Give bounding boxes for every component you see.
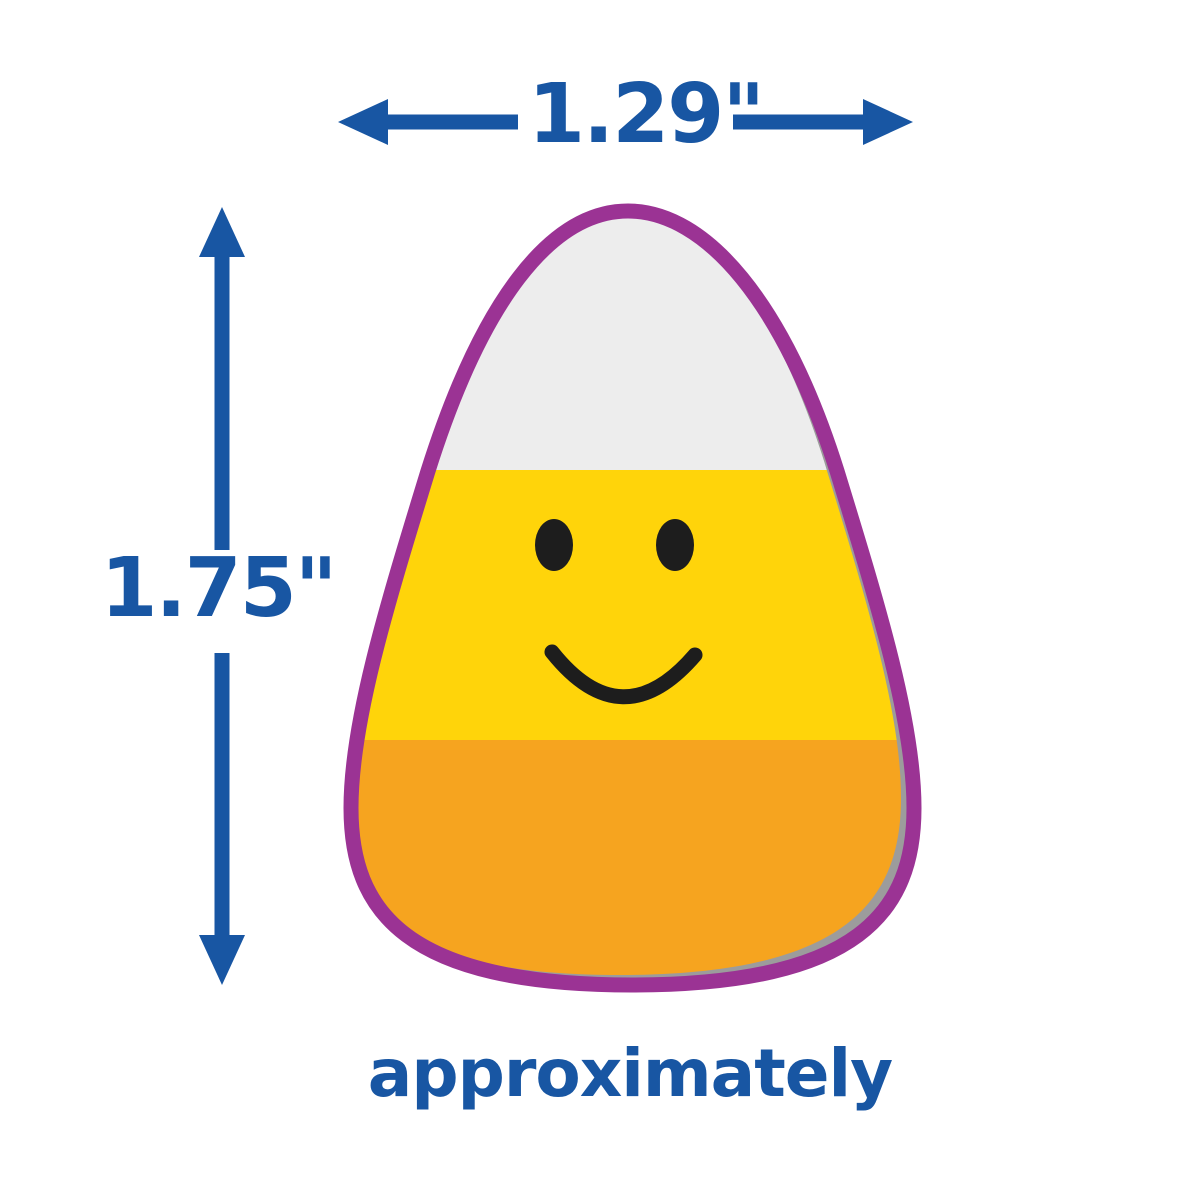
left-eye <box>535 519 573 571</box>
arrow-down-icon <box>199 653 245 985</box>
arrow-left-icon <box>338 99 518 145</box>
smile-mouth <box>544 644 703 705</box>
height-dimension-label: 1.75" <box>100 541 337 636</box>
approximately-caption: approximately <box>367 1035 893 1112</box>
width-dimension-label: 1.29" <box>528 67 765 162</box>
arrow-right-icon <box>733 99 913 145</box>
candy-corn-bottom-stripe <box>351 740 901 975</box>
candy-corn-top-stripe <box>351 211 901 470</box>
right-eye <box>656 519 694 571</box>
arrow-up-icon <box>199 207 245 550</box>
candy-corn-figure <box>343 203 922 993</box>
purple-outline <box>343 203 922 993</box>
body-clip-group <box>351 211 901 975</box>
